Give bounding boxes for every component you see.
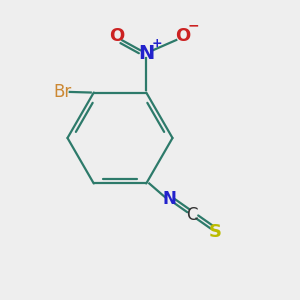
Text: O: O: [109, 26, 124, 44]
Text: C: C: [186, 206, 197, 224]
Text: S: S: [208, 223, 222, 241]
Text: N: N: [163, 190, 177, 208]
Text: −: −: [188, 18, 200, 32]
Text: +: +: [152, 37, 162, 50]
Text: N: N: [138, 44, 154, 63]
Text: Br: Br: [53, 83, 71, 101]
Text: O: O: [175, 26, 190, 44]
